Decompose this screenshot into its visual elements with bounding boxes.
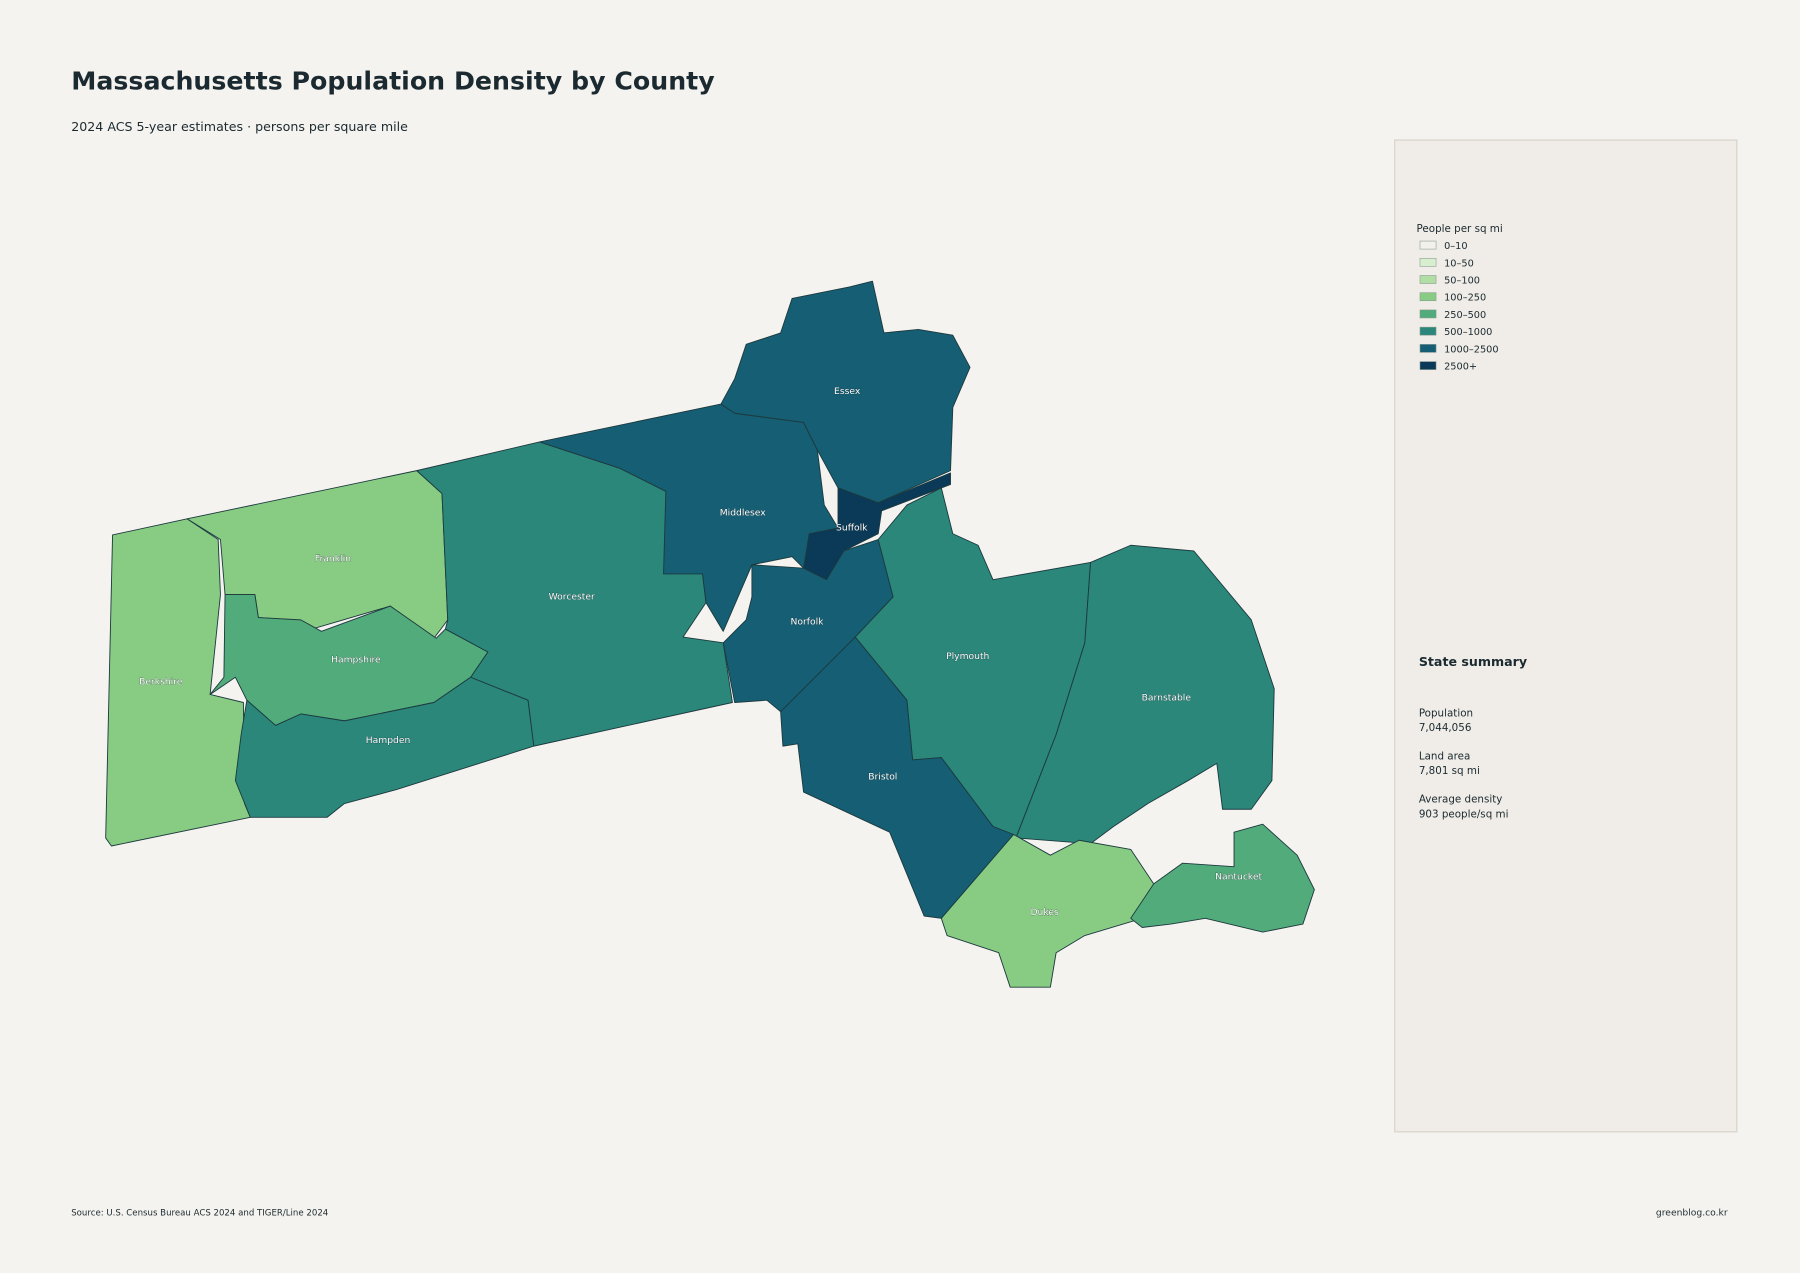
- county-label: Suffolk: [836, 523, 868, 534]
- legend-swatch: [1419, 309, 1437, 319]
- county: [105, 518, 251, 847]
- county-label: Worcester: [549, 591, 595, 602]
- legend: 0–10 10–50 50–100 100–250 250–500 500–1000 100…: [1419, 240, 1499, 373]
- legend-swatch: [1419, 275, 1437, 284]
- summary-value: 903 people/sq mi: [1419, 808, 1509, 820]
- county-label: Nantucket: [1215, 871, 1262, 882]
- county-label: Barnstable: [1142, 692, 1192, 703]
- county: [1015, 544, 1275, 845]
- source: Source: U.S. Census Bureau ACS 2024 and …: [71, 1209, 328, 1219]
- county-label: Hampshire: [331, 655, 381, 666]
- county-label: Dukes: [1030, 907, 1059, 918]
- summary-value: 7,044,056: [1419, 722, 1472, 734]
- legend-label: 50–100: [1444, 276, 1480, 287]
- legend-swatch: [1419, 344, 1437, 353]
- summary-label: Land area: [1419, 750, 1471, 762]
- legend-label: 250–500: [1444, 310, 1486, 321]
- summary: Population 7,044,056 Land area 7,801 sq mi A…: [1419, 707, 1509, 820]
- map: Berkshire Franklin Hampshire Hampden Worcest…: [105, 280, 1315, 988]
- legend-swatch: [1419, 240, 1437, 250]
- legend-swatch: [1419, 361, 1437, 370]
- legend-label: 1000–2500: [1444, 344, 1499, 355]
- legend-swatch: [1419, 292, 1437, 302]
- county-label: Franklin: [315, 554, 351, 565]
- legend-label: 0–10: [1444, 241, 1468, 252]
- legend-title: People per sq mi: [1417, 223, 1503, 235]
- county-label: Berkshire: [139, 676, 183, 687]
- county-label: Hampden: [366, 735, 411, 746]
- county-label: Middlesex: [720, 508, 767, 519]
- summary-label: Average density: [1419, 793, 1503, 805]
- legend-label: 500–1000: [1444, 327, 1492, 338]
- county: [720, 280, 971, 504]
- subtitle: 2024 ACS 5-year estimates · persons per …: [71, 119, 408, 134]
- county-label: Plymouth: [946, 651, 989, 662]
- side-panel: [1394, 139, 1738, 1133]
- legend-label: 100–250: [1444, 293, 1486, 304]
- summary-title: State summary: [1419, 654, 1527, 669]
- title: Massachusetts Population Density by Coun…: [71, 67, 714, 96]
- county-label: Norfolk: [791, 617, 825, 628]
- summary-value: 7,801 sq mi: [1419, 765, 1480, 777]
- legend-label: 2500+: [1444, 362, 1477, 373]
- county-label: Essex: [834, 386, 861, 397]
- county: [1130, 823, 1315, 933]
- county-label: Bristol: [868, 772, 897, 783]
- summary-label: Population: [1419, 707, 1473, 719]
- county: [940, 834, 1155, 988]
- credit: greenblog.co.kr: [1656, 1208, 1728, 1219]
- legend-swatch: [1419, 326, 1437, 336]
- legend-label: 10–50: [1444, 258, 1474, 269]
- legend-swatch: [1419, 257, 1437, 267]
